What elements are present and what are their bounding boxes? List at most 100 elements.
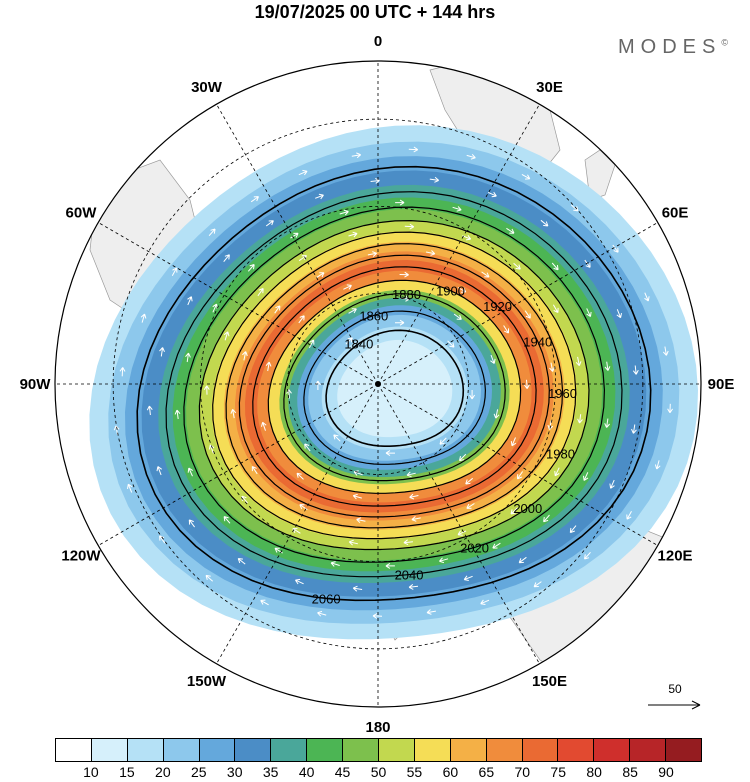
height-contour	[198, 219, 590, 551]
colorbar-swatch	[450, 739, 487, 761]
streamline-arrow	[113, 425, 120, 435]
streamline-arrow	[159, 347, 165, 357]
map-title: 19/07/2025 00 UTC + 144 hrs	[254, 2, 496, 22]
colorbar-swatch	[666, 739, 702, 761]
colorbar-swatch	[91, 739, 128, 761]
streamline-arrow	[230, 408, 237, 419]
streamline-arrow	[298, 169, 308, 176]
streamline-arrow	[339, 209, 349, 216]
streamline-arrow	[447, 340, 455, 348]
contour-label: 1860	[359, 308, 388, 323]
streamline-arrow	[205, 574, 214, 582]
streamline-arrow	[513, 262, 521, 270]
streamline-arrow	[367, 251, 378, 257]
longitude-label: 90W	[20, 376, 52, 393]
streamline-arrow	[506, 227, 515, 234]
height-contour	[325, 329, 465, 447]
longitude-label: 60W	[66, 205, 98, 222]
colorbar-tick-label: 75	[550, 764, 567, 780]
streamline-arrow	[662, 346, 669, 356]
brand-mark: ©	[721, 37, 728, 48]
reference-arrow-head	[691, 700, 701, 710]
streamline-arrow	[274, 305, 281, 314]
streamline-arrow	[385, 562, 395, 569]
streamline-arrow	[552, 304, 559, 314]
wind-band	[337, 339, 453, 438]
colorbar-tick-label: 15	[119, 764, 135, 780]
streamline-arrow	[265, 220, 274, 227]
streamline-arrow	[260, 599, 269, 606]
brand-logo: MODES©	[618, 36, 728, 59]
longitude-label: 30E	[536, 79, 563, 96]
colorbar-swatch	[343, 739, 380, 761]
colorbar-tick-label: 10	[83, 764, 99, 780]
streamline-arrow	[480, 599, 490, 605]
streamline-arrow	[510, 507, 518, 515]
streamline-arrow	[385, 450, 395, 457]
colorbar-tick-label: 30	[226, 764, 243, 780]
contour-label: 1900	[436, 284, 465, 299]
streamline-arrow	[551, 262, 559, 271]
streamline-arrow	[577, 414, 583, 424]
height-contour	[212, 231, 577, 540]
streamline-arrow	[439, 437, 447, 445]
streamline-arrow	[286, 389, 292, 399]
contour-label: 1920	[483, 299, 512, 314]
height-contour	[136, 165, 652, 602]
colorbar-tick-label: 90	[658, 764, 674, 780]
streamline-arrow	[540, 219, 549, 227]
streamline-arrow	[140, 313, 147, 323]
streamline-arrow	[353, 470, 363, 476]
streamline-arrow	[119, 367, 126, 377]
streamline-arrow	[187, 296, 193, 306]
streamline-arrow	[404, 223, 415, 230]
streamline-arrow	[469, 390, 476, 400]
height-contour	[165, 191, 623, 578]
colorbar-tick-label: 60	[442, 764, 459, 780]
streamline-arrow	[616, 309, 622, 319]
streamline-arrow	[584, 551, 591, 560]
streamline-arrow	[265, 361, 272, 372]
height-contour	[267, 279, 522, 494]
streamline-arrow	[403, 539, 413, 546]
contour-label: 1840	[344, 337, 373, 352]
longitude-label: 90E	[708, 376, 735, 393]
streamline-arrow	[586, 308, 592, 318]
streamline-arrow	[487, 191, 497, 198]
streamline-arrow	[604, 361, 611, 371]
colorbar-tick-label: 35	[262, 764, 279, 780]
streamline-arrow	[463, 575, 473, 581]
colorbar-swatch	[486, 739, 523, 761]
contour-label: 1940	[523, 334, 552, 349]
pole-marker	[375, 381, 381, 387]
contour-label: 2040	[395, 568, 424, 583]
streamline-arrow	[517, 471, 524, 480]
streamline-arrow	[348, 308, 357, 314]
streamline-arrow	[604, 418, 610, 428]
streamline-arrow	[292, 528, 301, 534]
colorbar-swatch	[235, 739, 272, 761]
streamline-arrow	[333, 434, 341, 442]
streamline-arrow	[352, 493, 362, 500]
streamline-arrow	[257, 288, 264, 297]
streamline-arrow	[466, 153, 476, 160]
contour-label: 2060	[312, 591, 341, 606]
colorbar-tick-label: 65	[478, 764, 495, 780]
longitude-label: 30W	[191, 79, 223, 96]
longitude-label: 0	[374, 33, 382, 50]
streamline-arrow	[316, 272, 325, 279]
streamline-arrow	[543, 514, 550, 523]
wind-streamlines	[113, 146, 674, 619]
streamline-arrow	[408, 146, 419, 153]
streamline-arrow	[317, 610, 327, 617]
colorbar-tick-label: 20	[155, 764, 171, 780]
colorbar-tick-label: 40	[298, 764, 315, 780]
streamline-arrow	[523, 379, 530, 389]
streamline-arrow	[242, 351, 248, 361]
streamline-arrow	[351, 152, 362, 159]
longitude-label: 150E	[532, 673, 567, 690]
streamline-arrow	[174, 409, 181, 420]
streamline-arrow	[203, 385, 210, 395]
streamline-arrow	[146, 405, 153, 416]
streamline-arrow	[187, 467, 193, 477]
